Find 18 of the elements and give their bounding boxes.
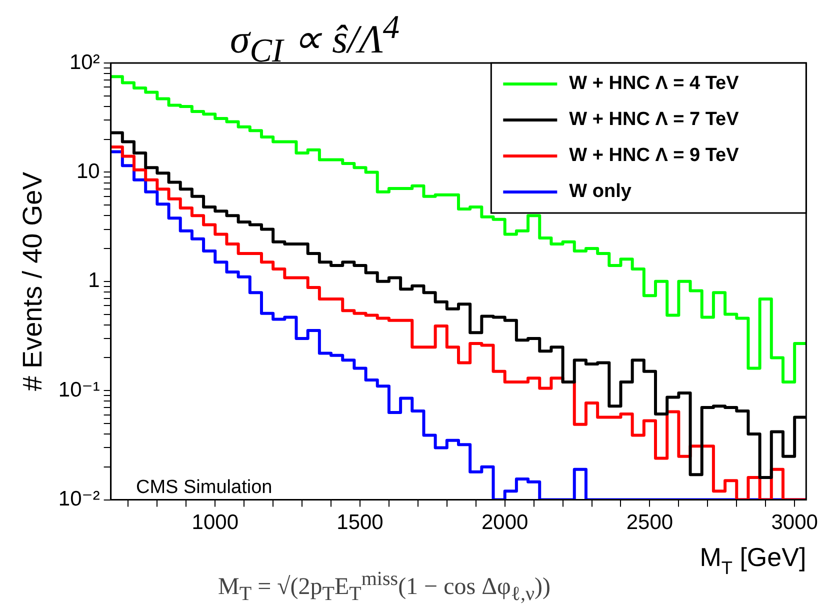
y-tick-label: 10⁻¹: [58, 378, 100, 402]
x-tick-label: 1000: [192, 511, 238, 534]
annotation: CMS Simulation: [136, 477, 272, 499]
annotation: σ$_{CI}$ ∝ ŝ/Λ$^{4}$: [230, 9, 400, 70]
x-tick-label: 2000: [481, 511, 528, 534]
legend-label: W only: [569, 181, 632, 202]
x-tick-label: 2500: [626, 511, 674, 534]
y-tick-label: 10: [76, 160, 100, 183]
x-tick-label: 3000: [771, 511, 818, 534]
text: M$_{T}$ = √(2p$_{T}$E$_{T}$$^{miss}$(1 − cos Δφ$_{ℓ,ν}$)): [218, 568, 550, 604]
y-tick-label: 10⁻²: [58, 488, 100, 511]
legend-label: W + HNC Λ = 4 TeV: [569, 73, 740, 94]
legend-label: W + HNC Λ = 7 TeV: [569, 109, 740, 130]
y-tick-label: 1: [88, 269, 100, 292]
y-tick-label: 10²: [69, 50, 100, 74]
x-tick-label: 1500: [336, 511, 384, 534]
legend-label: W + HNC Λ = 9 TeV: [569, 145, 740, 166]
y-axis-title: # Events / 40 GeV: [18, 172, 48, 391]
